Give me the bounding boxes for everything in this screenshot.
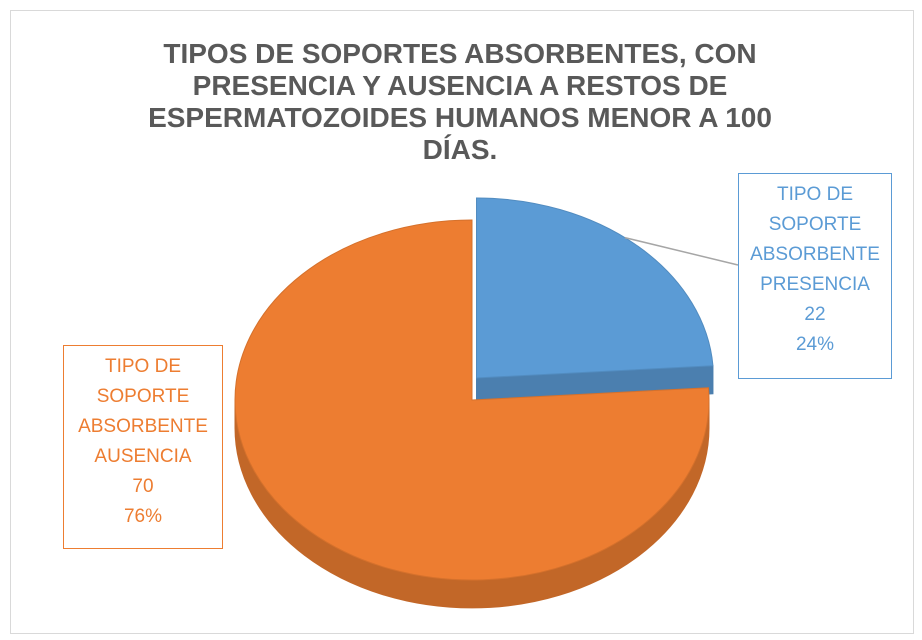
category-label: TIPO DE SOPORTE ABSORBENTE PRESENCIA (750, 184, 880, 295)
slice-top (476, 197, 714, 379)
slice (476, 197, 714, 407)
data-label-box: TIPO DE SOPORTE ABSORBENTE PRESENCIA 22 … (738, 173, 892, 379)
leader-line (624, 236, 739, 266)
chart-frame (10, 10, 914, 634)
value-label: 22 (804, 304, 826, 325)
percent-label: 24% (795, 334, 835, 355)
slice-top (234, 219, 710, 581)
chart-title: TIPOS DE SOPORTES ABSORBENTES, CON PRESE… (148, 38, 772, 165)
data-label-box: TIPO DE SOPORTE ABSORBENTE AUSENCIA 70 7… (63, 345, 223, 549)
percent-label: 76% (123, 506, 163, 527)
slice (234, 219, 710, 609)
category-label: TIPO DE SOPORTE ABSORBENTE AUSENCIA (78, 356, 208, 467)
value-label: 70 (132, 476, 154, 497)
